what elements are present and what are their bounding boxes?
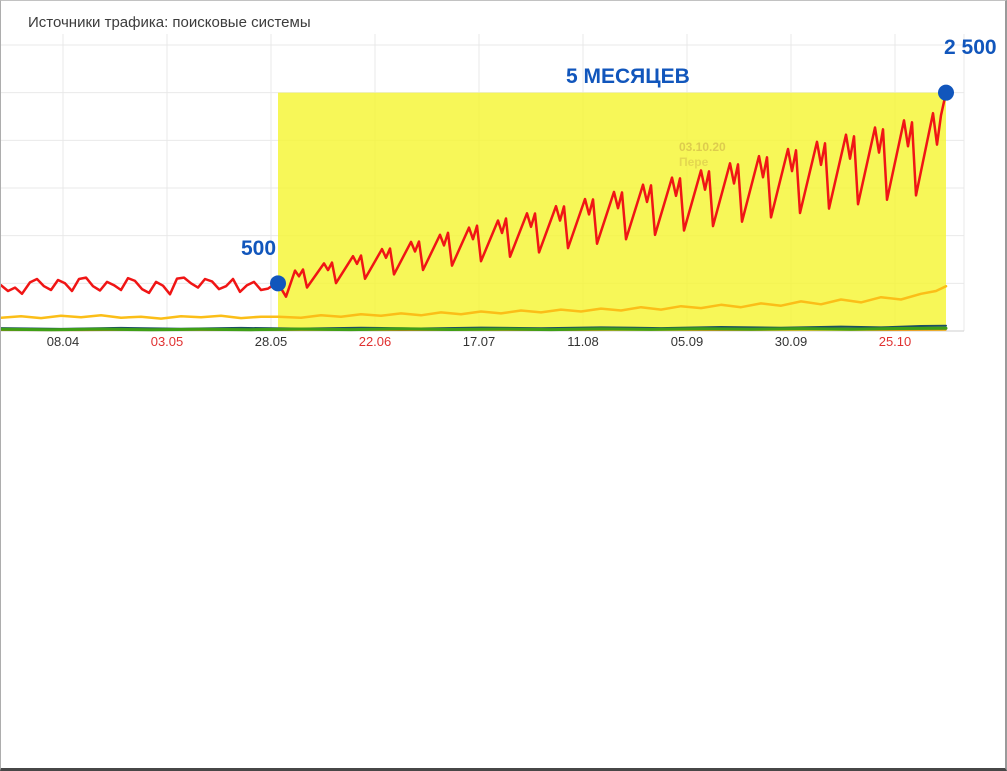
series-green-minor xyxy=(1,326,948,332)
x-tick-label: 11.08 xyxy=(567,334,599,349)
marker-dot-2500 xyxy=(938,84,954,101)
x-tick-label: 08.04 xyxy=(47,334,80,349)
x-tick-label: 30.09 xyxy=(775,334,808,349)
chart-series-layer: 08.04 03.05 28.05 22.06 17.07 11.08 05.09 30.09… xyxy=(1,84,954,349)
marker-dot-500 xyxy=(270,275,286,292)
chart-grid-and-region-layer xyxy=(1,34,965,332)
x-tick-label: 03.05 xyxy=(151,334,184,349)
x-tick-label: 05.09 xyxy=(671,334,704,349)
x-tick-label: 22.06 xyxy=(359,334,392,349)
series-gold-secondary xyxy=(1,284,948,320)
chart-title: Источники трафика: поисковые системы xyxy=(28,14,311,31)
ghost-tooltip-date: 03.10.20 xyxy=(679,140,726,154)
annotation-start-value: 500 xyxy=(241,237,277,260)
x-tick-label: 17.07 xyxy=(463,334,496,349)
ghost-tooltip-label: Пере xyxy=(679,155,709,169)
x-tick-label: 25.10 xyxy=(879,334,912,349)
annotation-period-label: 5 МЕСЯЦЕВ xyxy=(566,65,690,88)
series-red-main xyxy=(1,91,948,298)
traffic-chart[interactable]: 03.10.20 Пере 08.04 03.05 28.05 22.06 17.07 1… xyxy=(1,1,1007,361)
x-tick-label: 28.05 xyxy=(255,334,288,349)
highlight-region-5-months xyxy=(278,92,946,332)
annotation-end-value: 2 500 xyxy=(944,36,997,59)
